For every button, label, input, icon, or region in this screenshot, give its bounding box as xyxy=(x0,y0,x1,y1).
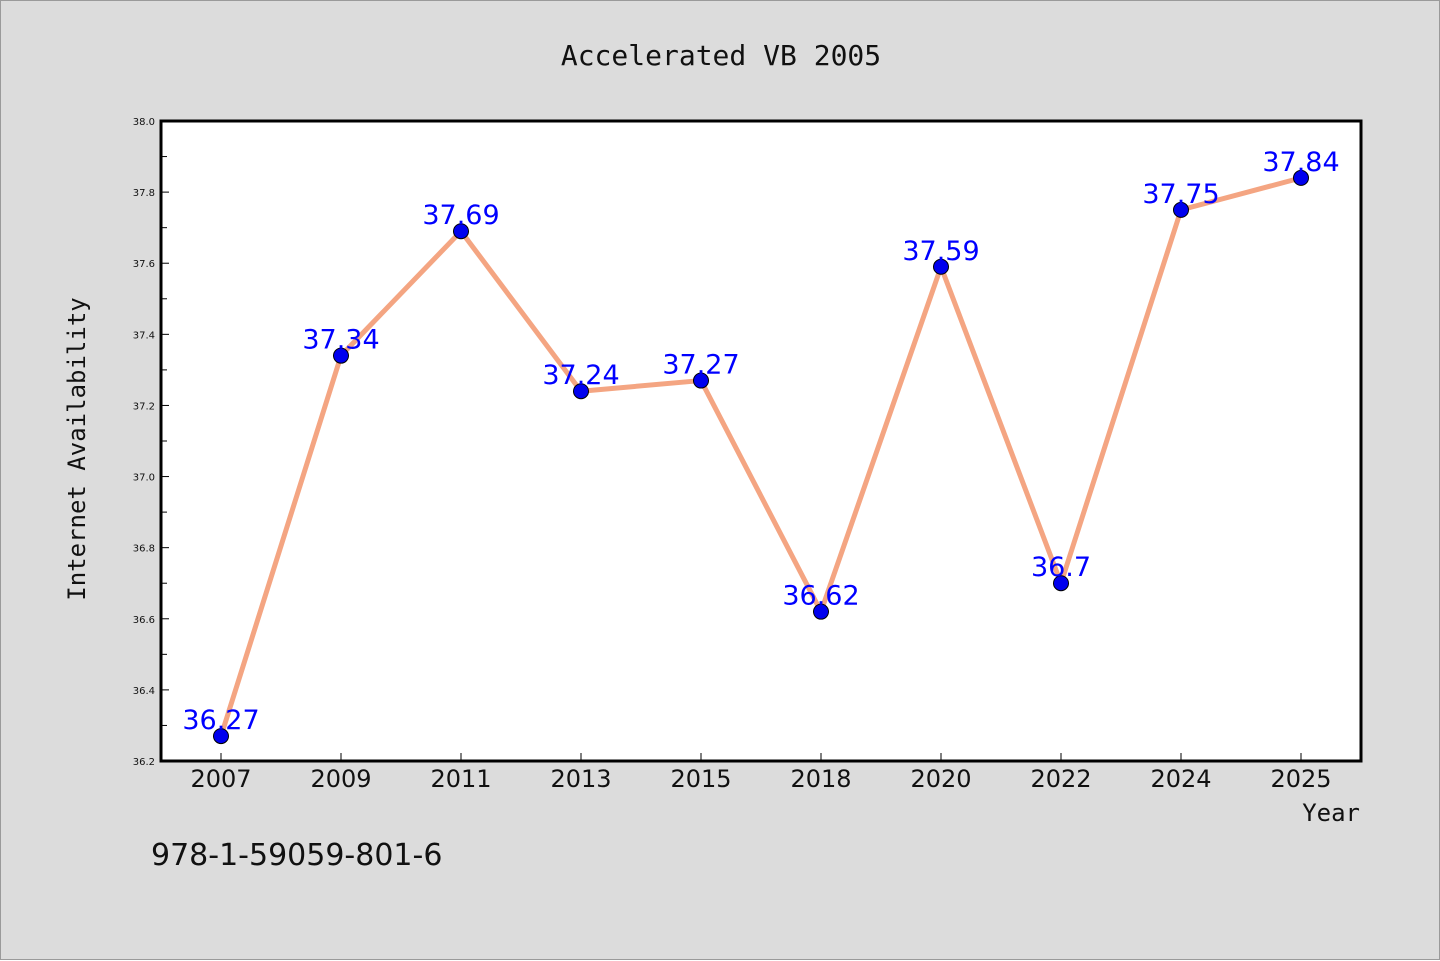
data-point xyxy=(813,603,829,620)
y-tick-label: 37.0 xyxy=(133,473,155,484)
data-point xyxy=(1053,575,1069,592)
data-label: 37.84 xyxy=(1262,147,1339,178)
y-tick-label: 37.8 xyxy=(133,188,155,199)
data-label: 36.27 xyxy=(182,705,259,736)
x-tick-label: 2024 xyxy=(1150,765,1211,793)
data-point xyxy=(1293,169,1309,186)
y-tick-label: 36.6 xyxy=(133,615,155,626)
series-1: 36.27 37.34 37.69 37.24 37.27 36.62 37.59 36.7 3… xyxy=(182,147,1340,745)
x-tick-label: 2007 xyxy=(190,765,251,793)
data-point xyxy=(453,223,469,240)
y-tick-label: 36.4 xyxy=(133,686,155,697)
y-axis-label: Internet Availability xyxy=(63,297,91,600)
plot-area xyxy=(159,119,1363,763)
y-tick-label: 37.2 xyxy=(133,401,155,412)
x-tick-label: 2025 xyxy=(1270,765,1331,793)
data-point xyxy=(1173,201,1189,218)
y-tick-label: 37.4 xyxy=(133,330,155,341)
x-axis: 2007 2009 2011 2013 2015 2018 2020 2022 2024 2025 xyxy=(190,753,1332,793)
x-tick-label: 2013 xyxy=(550,765,611,793)
data-point xyxy=(213,728,229,745)
x-tick-label: 2009 xyxy=(310,765,371,793)
data-label: 37.75 xyxy=(1142,179,1219,210)
x-tick-label: 2018 xyxy=(790,765,851,793)
data-label: 36.7 xyxy=(1031,552,1091,583)
data-label: 37.59 xyxy=(902,236,979,267)
y-tick-label: 38.0 xyxy=(133,117,155,128)
y-tick-label: 37.6 xyxy=(133,259,155,270)
data-point xyxy=(573,383,589,400)
x-axis-label: Year xyxy=(1302,799,1360,827)
data-label: 37.27 xyxy=(662,350,739,381)
data-point xyxy=(933,258,949,275)
data-point xyxy=(693,372,709,389)
data-label: 37.34 xyxy=(302,325,379,356)
x-tick-label: 2015 xyxy=(670,765,731,793)
isbn-text: 978-1-59059-801-6 xyxy=(151,838,442,873)
data-label: 37.24 xyxy=(542,360,619,391)
y-tick-label: 36.8 xyxy=(133,544,155,555)
data-label: 37.69 xyxy=(422,200,499,231)
x-tick-label: 2011 xyxy=(430,765,491,793)
x-tick-label: 2022 xyxy=(1030,765,1091,793)
y-tick-label: 36.2 xyxy=(133,757,155,768)
series-line xyxy=(218,175,1302,737)
y-axis: 36.2 36.4 36.6 36.8 37.0 37.2 37.4 37.6 37.8 38.0 xyxy=(133,117,169,768)
data-point xyxy=(333,347,349,364)
x-tick-label: 2020 xyxy=(910,765,971,793)
chart-title: Accelerated VB 2005 xyxy=(561,39,881,72)
data-label: 36.62 xyxy=(782,581,859,612)
